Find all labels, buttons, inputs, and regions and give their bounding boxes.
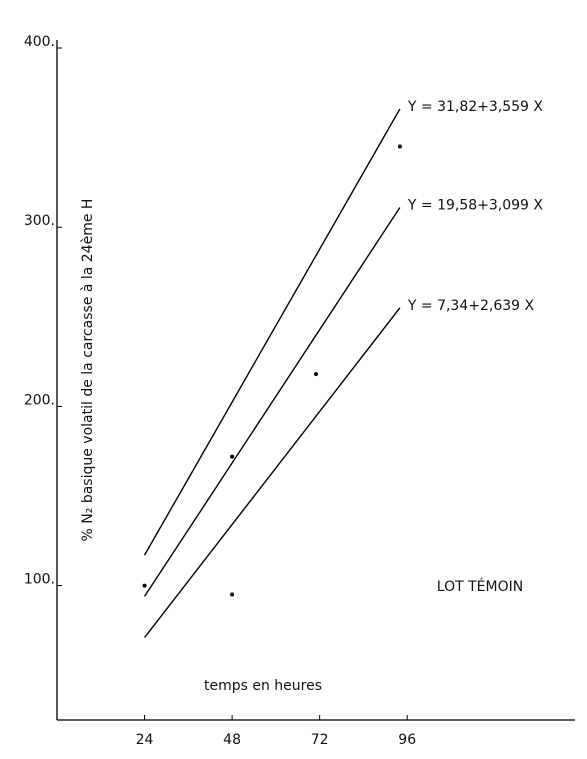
y-tick-label: 200. <box>24 392 55 408</box>
x-tick-label: 72 <box>311 732 329 748</box>
data-point <box>397 144 402 149</box>
x-tick-label: 96 <box>398 732 416 748</box>
data-point <box>314 372 318 377</box>
x-axis-label: temps en heures <box>204 678 322 694</box>
y-tick-label: 400. <box>24 34 55 50</box>
x-tick-label: 48 <box>223 732 241 748</box>
line-label: Y = 19,58+3,099 X <box>407 197 544 213</box>
regression-line <box>143 307 401 638</box>
regression-line <box>143 108 401 556</box>
line-label: Y = 7,34+2,639 X <box>407 298 535 314</box>
regression-line <box>143 207 401 597</box>
data-point <box>230 592 235 597</box>
y-axis-label: % N₂ basique volatil de la carcasse à la… <box>80 199 96 542</box>
annotation: LOT TÉMOIN <box>437 578 523 595</box>
data-point <box>142 583 147 588</box>
y-tick-label: 100. <box>24 572 55 588</box>
y-tick-label: 300. <box>24 213 55 229</box>
data-point <box>230 454 235 459</box>
x-tick-label: 24 <box>136 732 154 748</box>
line-label: Y = 31,82+3,559 X <box>407 99 544 115</box>
